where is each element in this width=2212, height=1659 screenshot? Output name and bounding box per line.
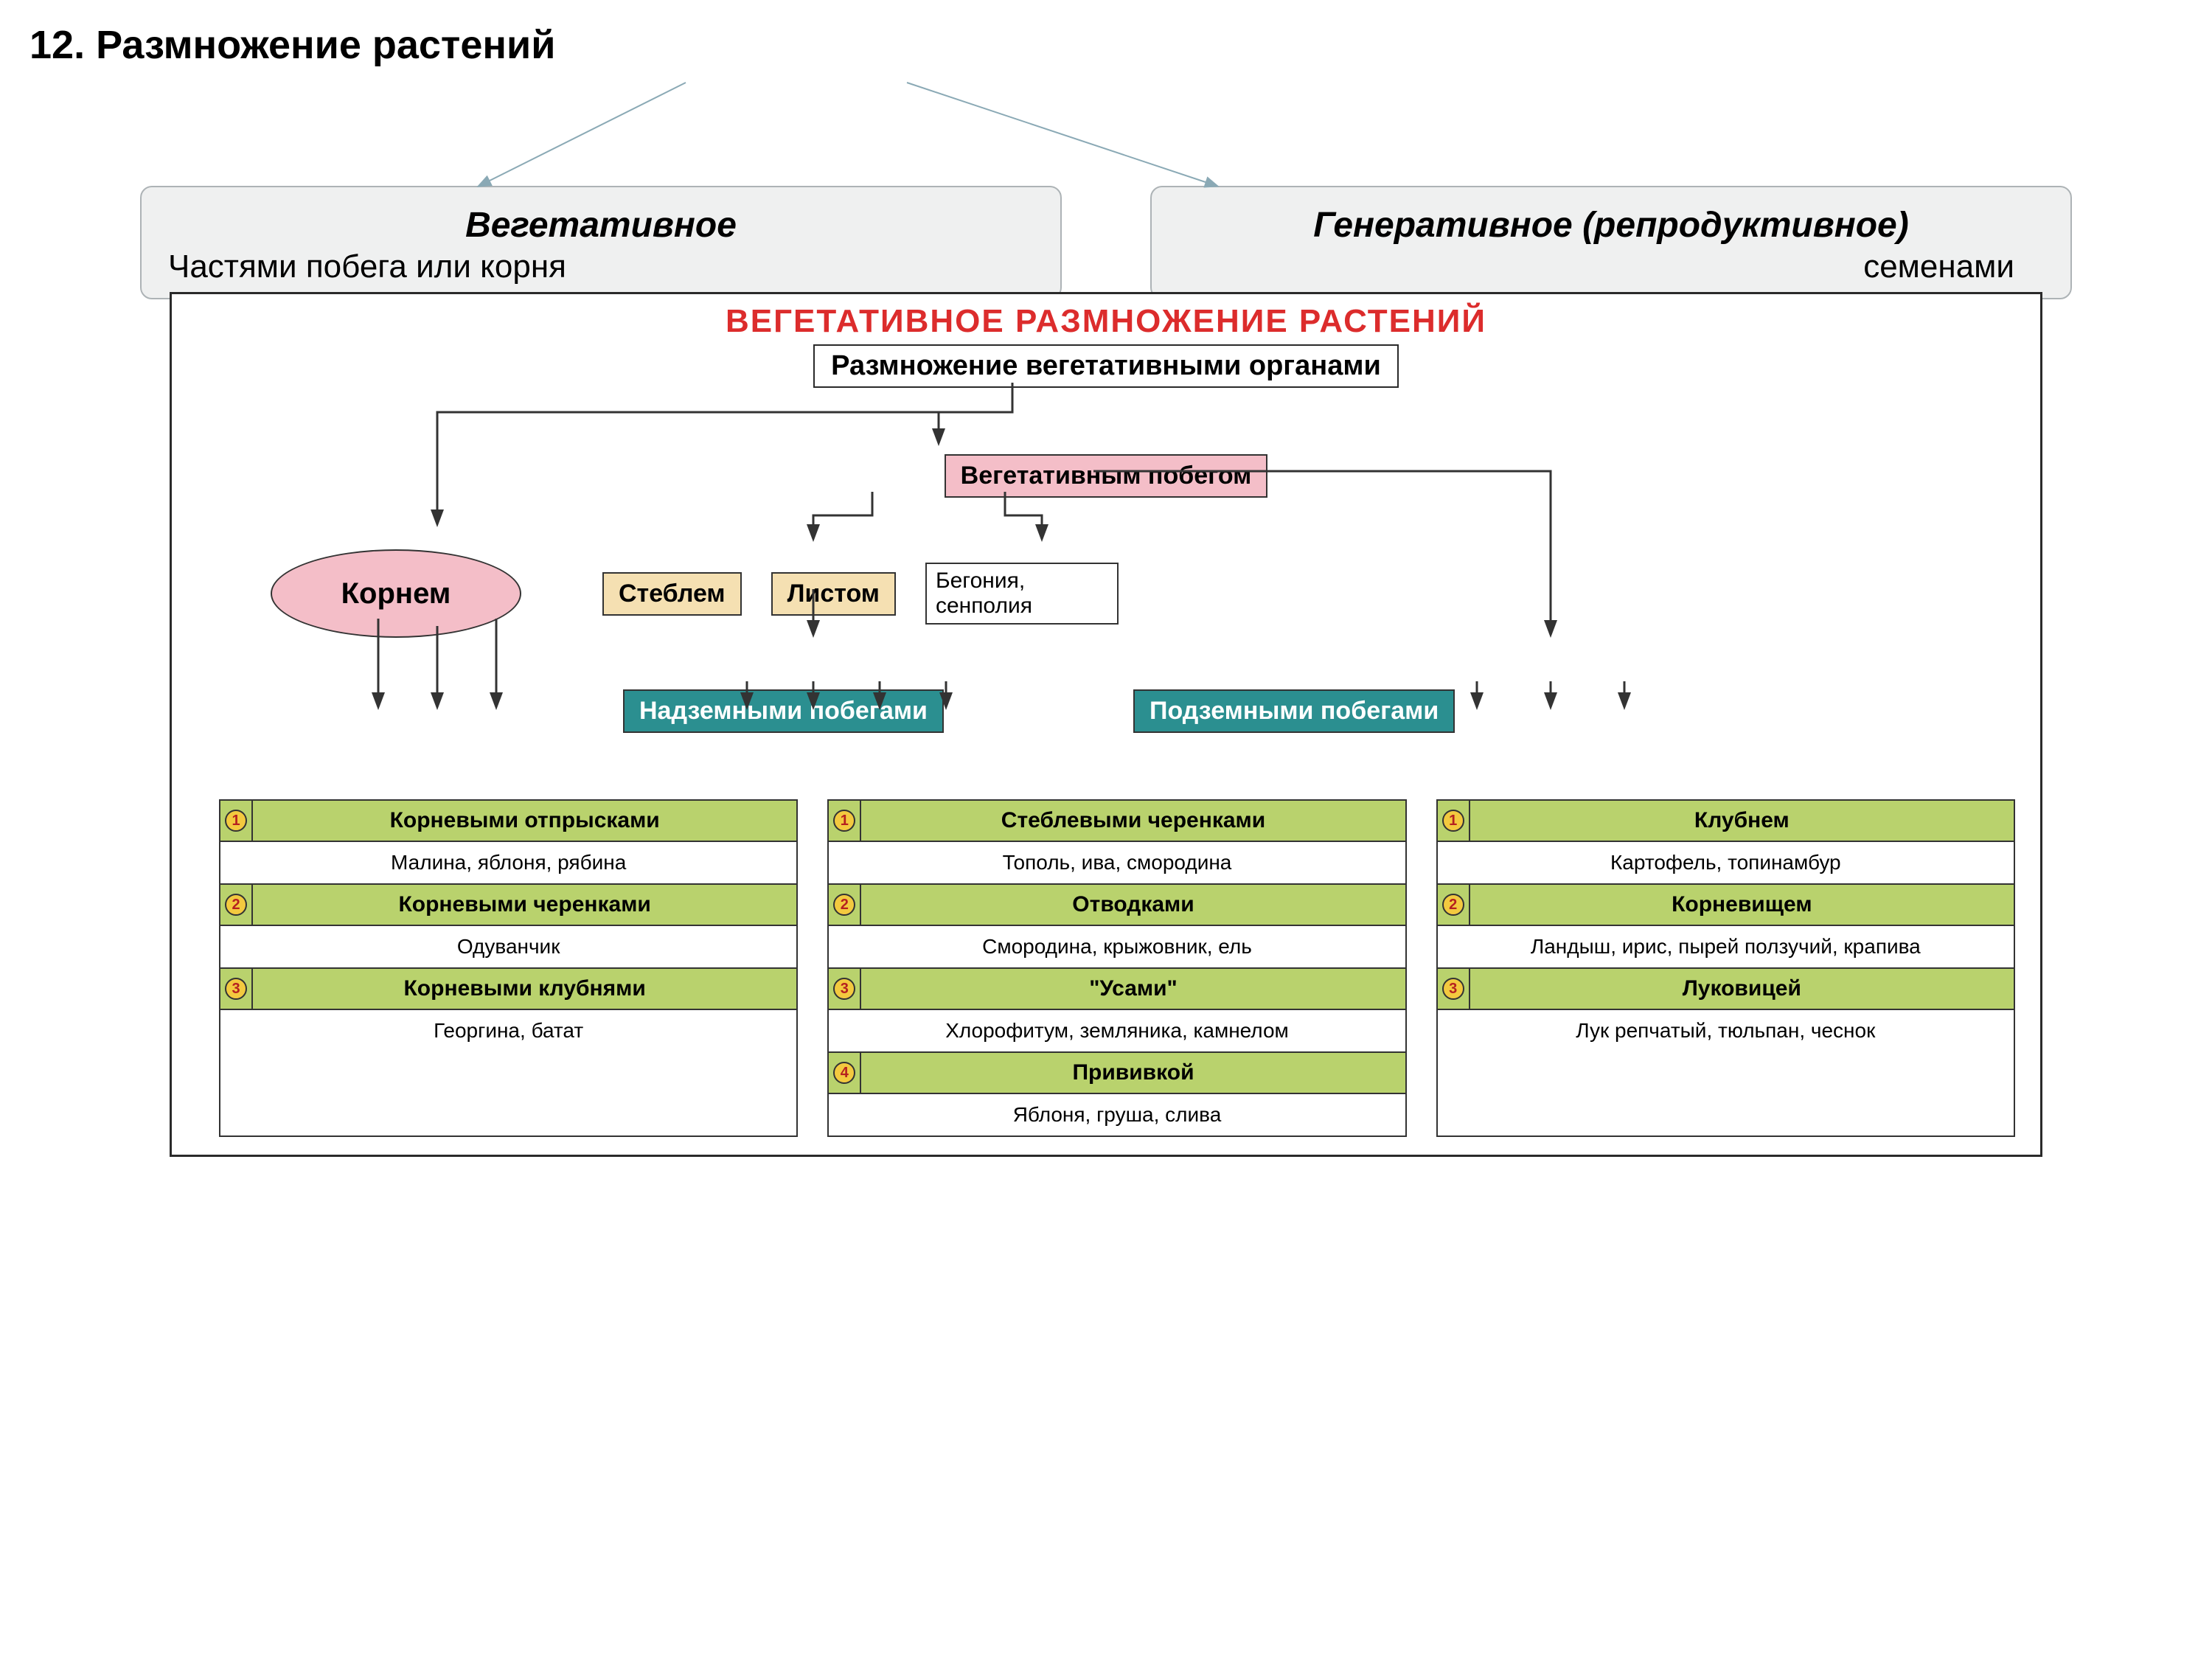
generative-title: Генеративное (репродуктивное) [1178, 205, 2044, 246]
method-examples: Малина, яблоня, рябина [220, 842, 796, 885]
vegetative-box: Вегетативное Частями побега или корня [140, 186, 1062, 299]
method-examples: Лук репчатый, тюльпан, чеснок [1438, 1010, 2014, 1051]
type-boxes-row: Вегетативное Частями побега или корня Ге… [22, 186, 2190, 299]
badge: 3 [220, 969, 253, 1009]
method-examples: Смородина, крыжовник, ель [829, 926, 1405, 969]
badge: 1 [829, 801, 861, 841]
vegetative-title: Вегетативное [168, 205, 1034, 246]
method-row: 2Отводками [829, 885, 1405, 926]
method-examples: Хлорофитум, земляника, камнелом [829, 1010, 1405, 1053]
page-title: 12. Размножение растений [29, 22, 2190, 68]
badge: 3 [829, 969, 861, 1009]
node-root: Корнем [271, 549, 521, 638]
vegetative-sub: Частями побега или корня [168, 246, 1034, 288]
method-label: Корневыми черенками [253, 885, 796, 925]
method-examples: Картофель, топинамбур [1438, 842, 2014, 885]
level-2: Вегетативным побегом [189, 454, 2023, 498]
method-examples: Ландыш, ирис, пырей ползучий, крапива [1438, 926, 2014, 969]
badge: 1 [220, 801, 253, 841]
node-above-ground: Надземными побегами [623, 689, 944, 733]
method-examples: Георгина, батат [220, 1010, 796, 1051]
badge: 2 [220, 885, 253, 925]
method-row: 3Луковицей [1438, 969, 2014, 1010]
leaf-examples: Бегония, сенполия [925, 563, 1119, 625]
chart-title: ВЕГЕТАТИВНОЕ РАЗМНОЖЕНИЕ РАСТЕНИЙ [189, 303, 2023, 340]
method-examples: Одуванчик [220, 926, 796, 969]
generative-box: Генеративное (репродуктивное) семенами [1150, 186, 2072, 299]
chart-frame: ВЕГЕТАТИВНОЕ РАЗМНОЖЕНИЕ РАСТЕНИЙ Размно… [170, 292, 2042, 1157]
method-label: Отводками [861, 885, 1405, 925]
top-split-arrows [22, 75, 2190, 193]
table-above: 1Стеблевыми черенкамиТополь, ива, смород… [827, 799, 1406, 1137]
node-below-ground: Подземными побегами [1133, 689, 1455, 733]
method-label: Стеблевыми черенками [861, 801, 1405, 841]
method-label: Луковицей [1470, 969, 2014, 1009]
badge: 3 [1438, 969, 1470, 1009]
table-root: 1Корневыми отпрыскамиМалина, яблоня, ряб… [219, 799, 798, 1137]
badge: 2 [1438, 885, 1470, 925]
method-label: Клубнем [1470, 801, 2014, 841]
method-row: 2Корневищем [1438, 885, 2014, 926]
method-examples: Тополь, ива, смородина [829, 842, 1405, 885]
table-below: 1КлубнемКартофель, топинамбур2Корневищем… [1436, 799, 2015, 1137]
badge: 1 [1438, 801, 1470, 841]
method-row: 3Корневыми клубнями [220, 969, 796, 1010]
badge: 4 [829, 1053, 861, 1093]
method-row: 4Прививкой [829, 1053, 1405, 1094]
method-label: Корневищем [1470, 885, 2014, 925]
method-row: 1Стеблевыми черенками [829, 801, 1405, 842]
method-row: 1Корневыми отпрысками [220, 801, 796, 842]
level-3: Корнем Стеблем Листом Бегония, сенполия [189, 549, 2023, 638]
method-label: Корневыми клубнями [253, 969, 796, 1009]
method-label: "Усами" [861, 969, 1405, 1009]
level-4: Надземными побегами Подземными побегами [189, 689, 2023, 733]
node-shoot: Вегетативным побегом [945, 454, 1268, 498]
generative-sub: семенами [1178, 246, 2044, 288]
tables-row: 1Корневыми отпрыскамиМалина, яблоня, ряб… [189, 799, 2023, 1137]
chart-subtitle: Размножение вегетативными органами [813, 344, 1399, 388]
badge: 2 [829, 885, 861, 925]
method-row: 2Корневыми черенками [220, 885, 796, 926]
node-leaf: Листом [771, 572, 896, 616]
method-row: 1Клубнем [1438, 801, 2014, 842]
method-row: 3"Усами" [829, 969, 1405, 1010]
method-label: Прививкой [861, 1053, 1405, 1093]
node-stem: Стеблем [602, 572, 742, 616]
method-examples: Яблоня, груша, слива [829, 1094, 1405, 1135]
method-label: Корневыми отпрысками [253, 801, 796, 841]
